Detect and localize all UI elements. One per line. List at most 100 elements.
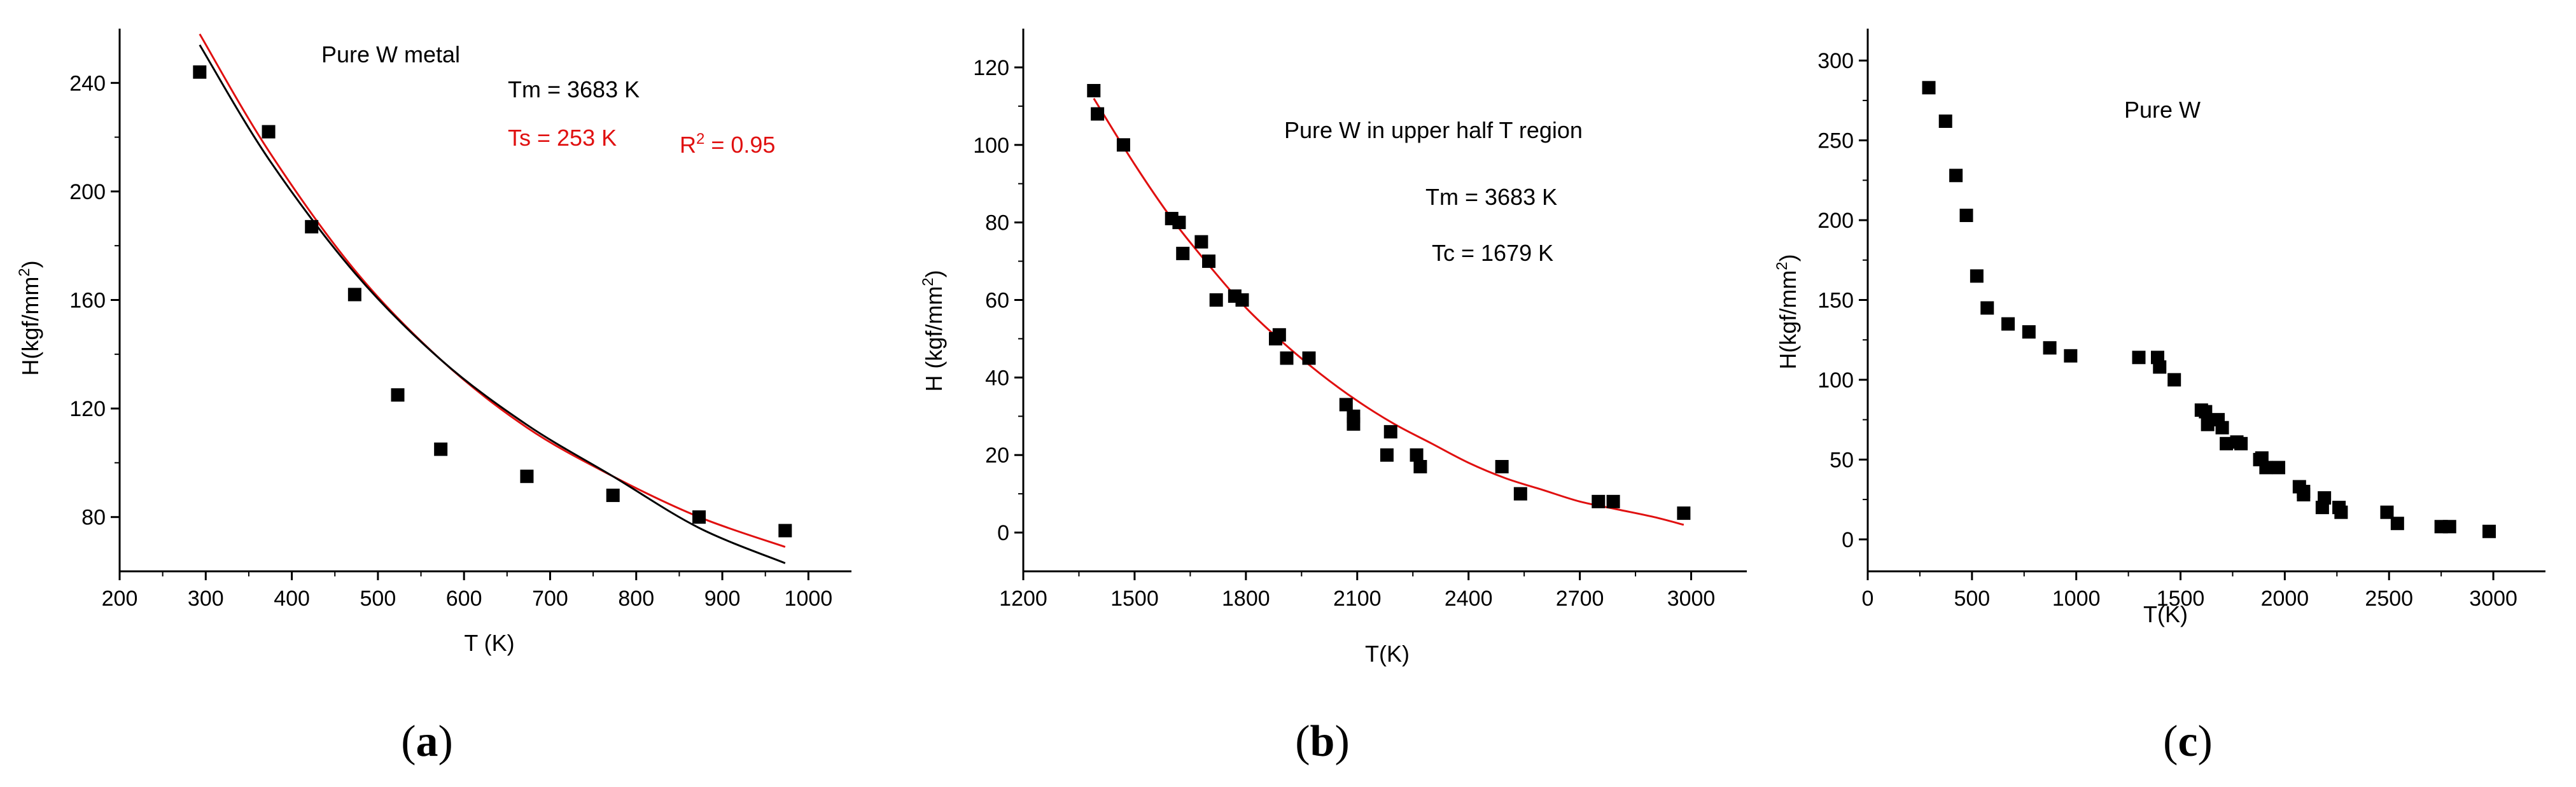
data-point <box>1339 398 1353 412</box>
panel-b-caption: (b) <box>1295 717 1350 766</box>
data-point <box>1091 107 1105 121</box>
data-point <box>1194 235 1208 249</box>
panel-c-title-annotation: Pure W <box>2124 97 2201 123</box>
data-point <box>1980 301 1994 315</box>
data-point <box>1938 115 1952 129</box>
data-point <box>778 524 792 538</box>
data-point <box>2043 341 2057 355</box>
y-tick-label: 100 <box>1817 368 1854 393</box>
y-tick-label: 100 <box>973 134 1009 158</box>
panel-a-tm-annotation: Tm = 3683 K <box>508 76 640 102</box>
panel-b-tm-annotation: Tm = 3683 K <box>1425 184 1557 210</box>
data-point <box>193 65 207 79</box>
y-tick-label: 250 <box>1817 129 1854 153</box>
data-point <box>520 470 534 484</box>
panel-a-tick-labels: 200 300 400 500 600 700 800 900 1000 80 120 160 200 2… <box>69 71 832 611</box>
y-tick-label: 200 <box>69 180 106 204</box>
y-tick-label: 0 <box>1842 528 1854 552</box>
data-point <box>2201 417 2215 431</box>
data-point <box>1209 293 1223 307</box>
panel-a-data-points <box>193 65 792 538</box>
panel-a-ts-annotation: Ts = 253 K <box>508 125 617 151</box>
x-tick-label: 500 <box>1954 587 1990 611</box>
data-point <box>1677 506 1691 520</box>
x-tick-label: 400 <box>274 587 310 611</box>
panel-b-y-axis-label: H (kgf/mm2) <box>920 270 947 391</box>
data-point <box>1410 448 1424 462</box>
x-tick-label: 700 <box>532 587 568 611</box>
x-tick-label: 2700 <box>1556 587 1604 611</box>
x-tick-label: 300 <box>188 587 224 611</box>
data-point <box>2199 405 2213 419</box>
panel-b-ticks <box>1014 29 1747 580</box>
x-tick-label: 800 <box>618 587 654 611</box>
x-tick-label: 2500 <box>2365 587 2413 611</box>
panel-a-caption: (a) <box>401 717 453 766</box>
panel-c-tick-labels: 0 500 1000 1500 2000 2500 3000 0 50 100 150 200 250 3… <box>1817 49 2517 611</box>
chart-panel-a: 200 300 400 500 600 700 800 900 1000 80 120 160 200 2… <box>16 29 851 766</box>
data-point <box>1176 246 1190 260</box>
data-point <box>1087 83 1101 97</box>
panel-b-tick-labels: 1200 1500 1800 2100 2400 2700 3000 0 20 40 60 80 100… <box>973 56 1715 611</box>
x-tick-label: 2400 <box>1445 587 1493 611</box>
x-tick-label: 1500 <box>1110 587 1159 611</box>
data-point <box>1970 269 1984 283</box>
data-point <box>1592 494 1606 508</box>
y-tick-label: 160 <box>69 289 106 313</box>
y-tick-label: 80 <box>985 211 1009 235</box>
panel-c-x-axis-label: T(K) <box>2143 601 2188 627</box>
data-point <box>1272 328 1286 342</box>
data-point <box>1959 209 1973 223</box>
data-point <box>1380 448 1394 462</box>
data-point <box>1347 417 1361 431</box>
x-tick-label: 3000 <box>1667 587 1716 611</box>
data-point <box>2215 421 2229 435</box>
data-point <box>2442 520 2456 534</box>
data-point <box>2482 524 2496 538</box>
x-tick-label: 0 <box>1862 587 1874 611</box>
panel-b-x-axis-label: T(K) <box>1365 641 1410 667</box>
x-tick-label: 600 <box>446 587 482 611</box>
data-point <box>1922 81 1936 95</box>
data-point <box>1302 351 1316 365</box>
y-tick-label: 60 <box>985 289 1009 313</box>
data-point <box>1949 169 1963 183</box>
y-tick-label: 40 <box>985 366 1009 390</box>
data-point <box>2132 351 2146 365</box>
data-point <box>2064 349 2078 363</box>
panel-a-y-axis-label: H(kgf/mm2) <box>16 260 43 375</box>
data-point <box>1383 425 1397 439</box>
panel-b-title-annotation: Pure W in upper half T region <box>1284 117 1583 143</box>
data-point <box>305 219 319 233</box>
data-point <box>1495 459 1509 473</box>
x-tick-label: 200 <box>102 587 138 611</box>
x-tick-label: 1200 <box>999 587 1047 611</box>
chart-panel-b: 1200 1500 1800 2100 2400 2700 3000 0 20 40 60 80 100… <box>920 29 1747 766</box>
panel-b-data-points <box>1087 83 1691 520</box>
data-point <box>2318 491 2332 505</box>
data-point <box>2259 461 2273 475</box>
data-point <box>1280 351 1294 365</box>
data-point <box>1413 459 1427 473</box>
data-point <box>2153 360 2167 374</box>
y-tick-label: 200 <box>1817 209 1854 233</box>
y-tick-label: 150 <box>1817 289 1854 313</box>
y-tick-label: 50 <box>1830 448 1854 472</box>
panel-a-r2-annotation: R2 = 0.95 <box>680 130 775 158</box>
x-tick-label: 2000 <box>2261 587 2309 611</box>
data-point <box>1606 494 1620 508</box>
x-tick-label: 1800 <box>1222 587 1270 611</box>
data-point <box>2220 436 2234 450</box>
x-tick-label: 1000 <box>2052 587 2101 611</box>
data-point <box>1235 293 1249 307</box>
panel-b-tc-annotation: Tc = 1679 K <box>1432 240 1553 266</box>
x-tick-label: 1500 <box>2157 587 2205 611</box>
data-point <box>2272 461 2286 475</box>
x-tick-label: 3000 <box>2469 587 2517 611</box>
data-point <box>1172 216 1186 230</box>
y-tick-label: 120 <box>973 56 1009 80</box>
panel-c-ticks <box>1859 29 2545 580</box>
y-tick-label: 0 <box>997 521 1009 545</box>
panel-a-ticks <box>111 29 851 580</box>
